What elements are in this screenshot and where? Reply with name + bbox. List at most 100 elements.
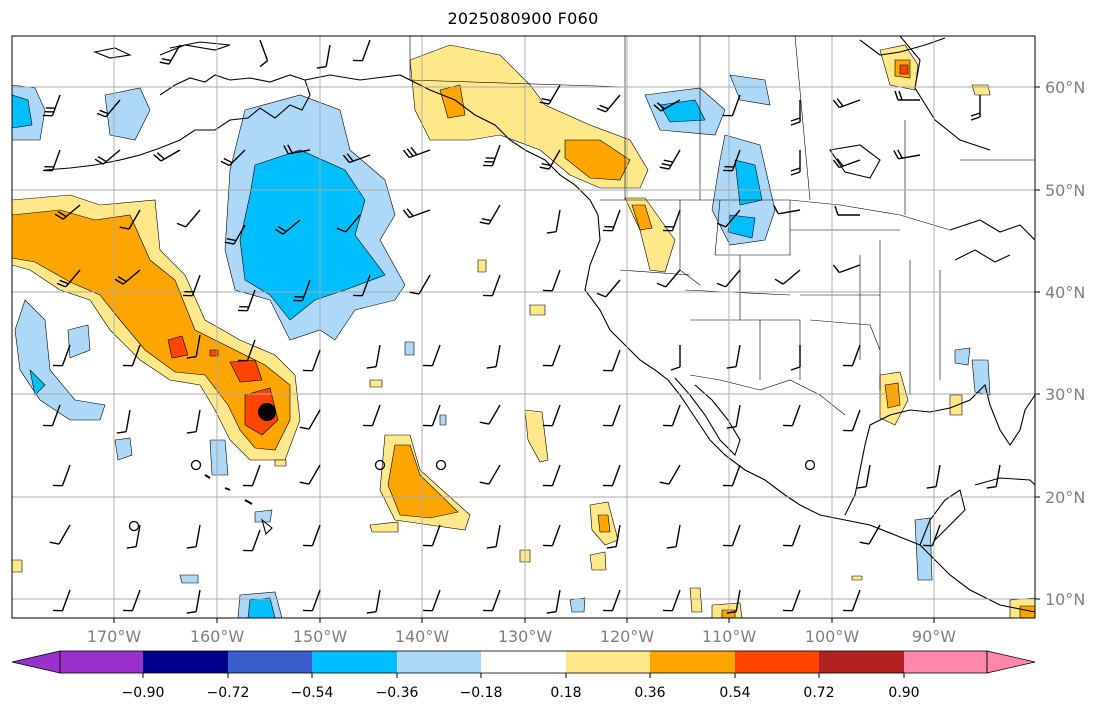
wind-barb (894, 90, 920, 101)
contour-light-yellow-pac5 (689, 587, 703, 613)
wind-barb (722, 94, 741, 117)
contour-light-blue-s2 (254, 509, 273, 523)
wind-barb (602, 464, 621, 487)
wind-barb (659, 464, 681, 485)
wind-barb (422, 404, 441, 427)
wind-barb (486, 344, 501, 369)
contour-light-yellow-sm3 (369, 379, 383, 388)
wind-barb (602, 589, 621, 612)
wind-barb (782, 524, 801, 547)
wind-barb (782, 404, 801, 427)
wind-barb (542, 524, 561, 547)
coastlines (44, 36, 1035, 613)
wind-barb (726, 589, 741, 614)
wind-barb (656, 269, 681, 288)
colorbar-tick-label: −0.90 (122, 685, 165, 701)
contour-orange-coast2 (564, 139, 631, 181)
wind-barb (352, 39, 371, 62)
wind-barb (606, 524, 621, 549)
contour-light-yellow-sm6 (851, 575, 863, 581)
contour-light-yellow-sm2 (529, 304, 546, 316)
wind-barb (782, 589, 801, 612)
wind-barb (596, 94, 621, 113)
contour-orange-c (387, 444, 459, 519)
wind-barb (114, 269, 141, 285)
contour-blue-w (29, 369, 46, 396)
contour-orange-pac6 (721, 609, 736, 618)
wind-barb (722, 149, 741, 172)
wind-barb (52, 589, 71, 612)
colorbar-segment (819, 651, 904, 673)
wind-barbs (42, 39, 1001, 614)
colorbar-segment (397, 651, 481, 673)
wind-barb (479, 464, 501, 485)
contour-orange-pac2 (597, 514, 611, 533)
wind-barb (299, 409, 321, 430)
wind-barb (479, 204, 501, 225)
contour-red-w1 (167, 335, 189, 359)
latitude-labels: 60°N 50°N 40°N 30°N 20°N 10°N (1045, 78, 1085, 609)
wind-barb (186, 589, 201, 614)
lat-label: 40°N (1045, 283, 1085, 302)
wind-barb (659, 149, 681, 170)
wind-barb (726, 344, 741, 369)
wind-barb (299, 464, 321, 485)
colorbar-segment (735, 651, 819, 673)
wind-barb (842, 409, 861, 432)
contour-light-yellow-c2 (369, 521, 399, 533)
wind-barb (539, 149, 561, 170)
axis-ticks (113, 86, 1040, 623)
wind-barb (42, 94, 61, 117)
wind-barb (220, 149, 246, 167)
contour-light-blue-sm (569, 597, 586, 613)
longitude-labels: 170°W 160°W 150°W 140°W 130°W 120°W 110°… (87, 627, 956, 646)
wind-barb (42, 404, 61, 427)
wind-barb (302, 349, 321, 372)
contour-orange-gulf (884, 382, 901, 409)
wind-barb (662, 209, 681, 232)
wind-barb (832, 264, 861, 274)
wind-barb (362, 404, 381, 427)
colorbar-segment (143, 651, 228, 673)
wind-barb (670, 345, 681, 371)
wind-barb (922, 524, 941, 547)
wind-barb (159, 44, 181, 65)
wind-barb (856, 464, 871, 489)
wind-barb (126, 524, 141, 549)
contour-blue-nw (12, 94, 33, 129)
lat-label: 20°N (1045, 488, 1085, 507)
wind-barb (49, 524, 71, 545)
wind-barb (482, 144, 501, 167)
filled-contours (12, 44, 1035, 618)
wind-barb (662, 589, 681, 612)
wind-barb (56, 269, 81, 288)
colorbar-extend-min (11, 650, 61, 674)
lon-label: 160°W (190, 627, 245, 646)
contour-blue-gulf (239, 149, 386, 321)
contour-red-hudson (899, 64, 909, 75)
contour-light-yellow-pac1 (524, 409, 549, 463)
wind-barb (986, 464, 1001, 489)
lon-label: 100°W (805, 627, 860, 646)
colorbar-tick-label: 0.54 (719, 685, 750, 701)
wind-barb (242, 464, 261, 487)
wind-barb (274, 219, 301, 235)
lat-label: 50°N (1045, 181, 1085, 200)
wind-barb (716, 209, 741, 228)
wind-barb (790, 345, 801, 371)
wind-barb (479, 404, 501, 425)
contour-light-yellow-sm1 (477, 259, 487, 273)
colorbar-tick-label: 0.72 (803, 685, 834, 701)
colorbar: −0.90 −0.72 −0.54 −0.36 −0.18 0.18 0.36 … (11, 650, 1036, 701)
wind-barb (182, 274, 201, 297)
colorbar-tick-label: 0.90 (888, 685, 919, 701)
contour-light-yellow-ne (971, 84, 991, 96)
wind-barb (122, 344, 141, 367)
storm-center-marker (258, 403, 276, 421)
wind-barb (96, 99, 121, 118)
contour-orange-se (1019, 605, 1035, 618)
wind-barb (662, 404, 681, 427)
wind-barb (122, 589, 141, 612)
map-frame (11, 35, 1036, 619)
wind-barb (422, 524, 441, 547)
